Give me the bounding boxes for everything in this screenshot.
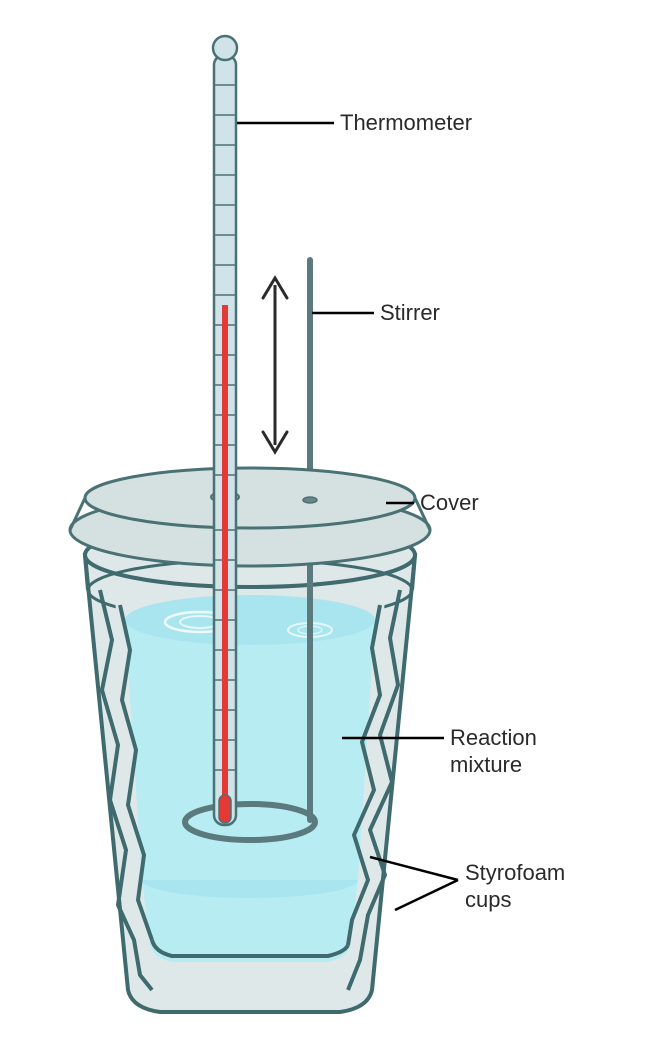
label-reaction-mixture-line1: Reaction [450, 725, 537, 750]
cover [70, 468, 430, 566]
label-reaction-mixture-line2: mixture [450, 752, 522, 777]
label-styrofoam-line2: cups [465, 887, 511, 912]
label-stirrer: Stirrer [380, 300, 440, 325]
label-cover: Cover [420, 490, 479, 515]
stirrer-motion-arrow [263, 278, 287, 452]
label-styrofoam-line1: Styrofoam [465, 860, 565, 885]
calorimeter-diagram: Thermometer Stirrer Cover Reaction mixtu… [0, 0, 650, 1041]
label-thermometer: Thermometer [340, 110, 472, 135]
thermometer [213, 36, 237, 825]
